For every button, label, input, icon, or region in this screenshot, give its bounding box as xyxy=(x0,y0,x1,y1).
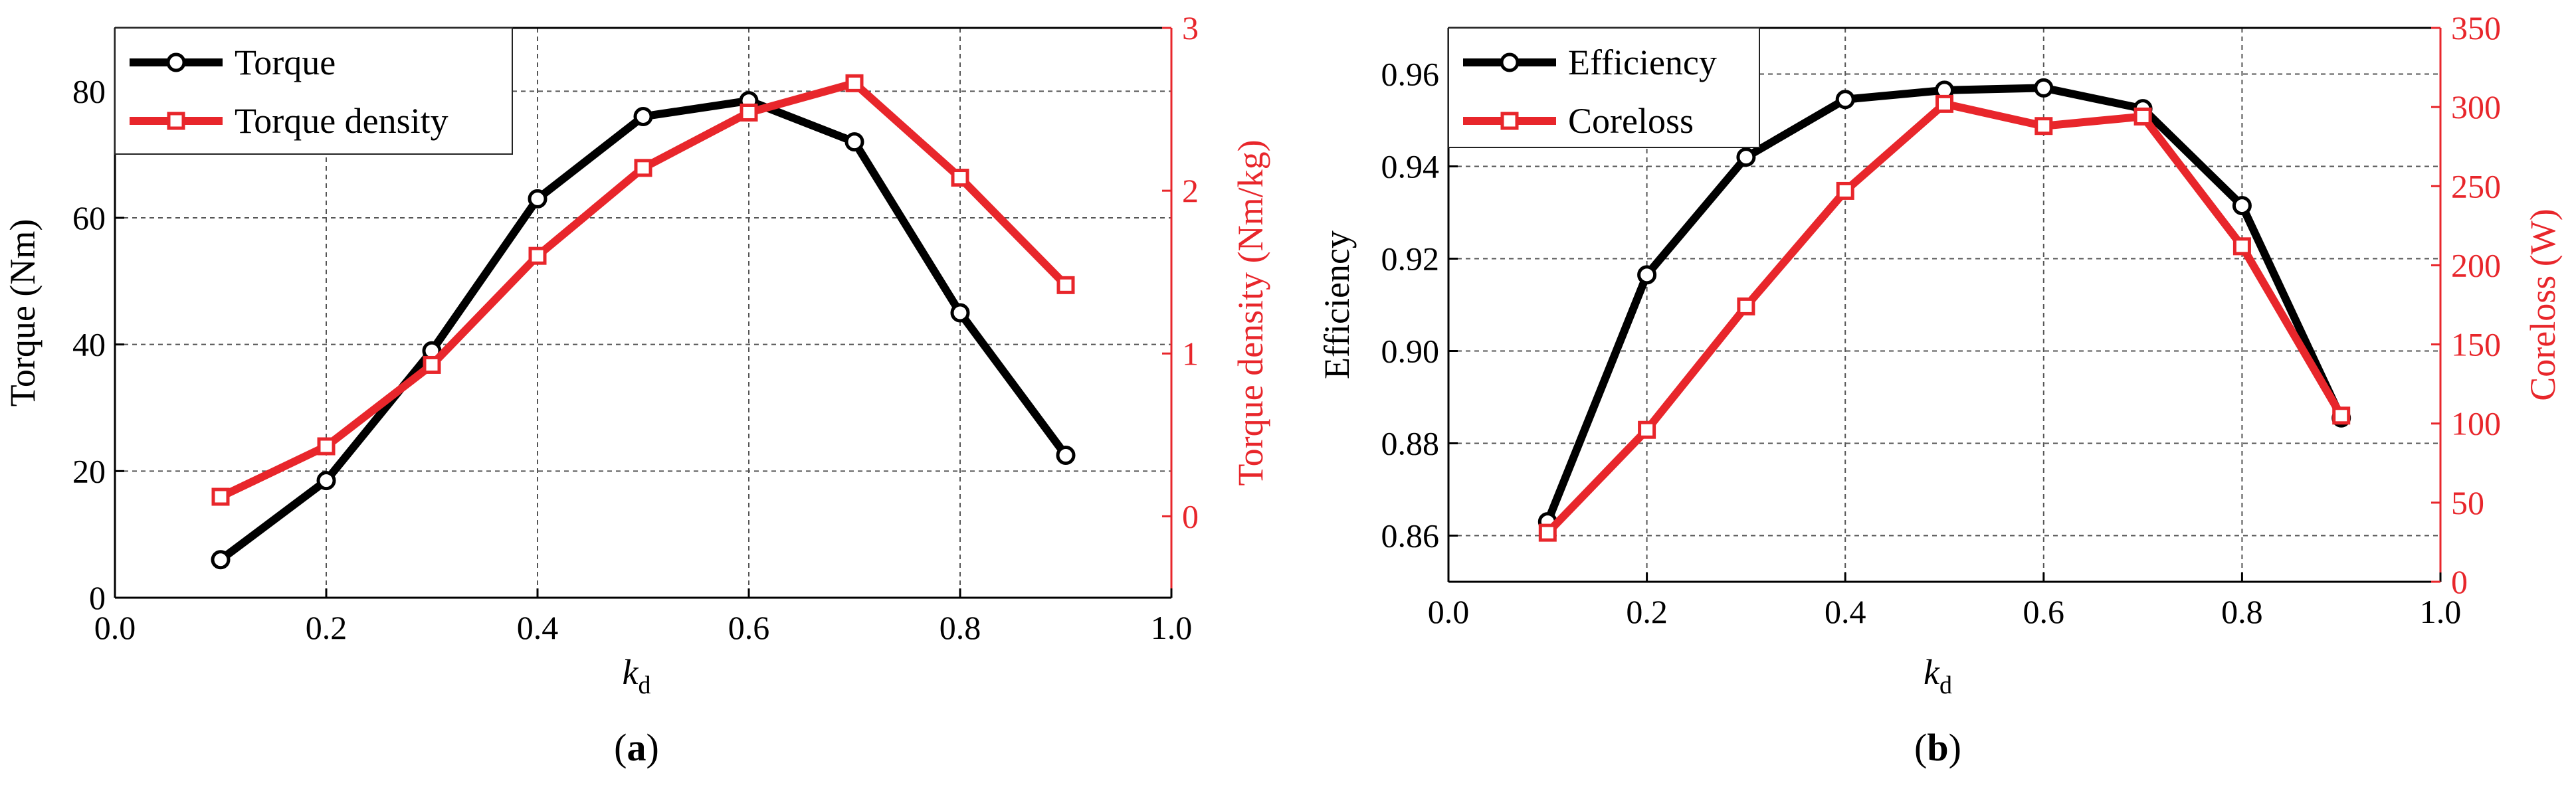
data-point xyxy=(1736,147,1756,167)
caption-letter: b xyxy=(1927,726,1948,769)
left-y-tick-label: 0.90 xyxy=(1381,333,1440,370)
legend-label: Torque density xyxy=(235,101,448,141)
left-axis-title: Efficiency xyxy=(1317,230,1357,379)
right-y-tick-label: 200 xyxy=(2451,246,2501,284)
x-tick-label: 0.6 xyxy=(728,609,770,646)
left-y-tick-label: 60 xyxy=(72,199,106,236)
caption-paren: ( xyxy=(614,726,627,769)
legend-swatch-marker xyxy=(1500,52,1520,72)
caption-paren: ) xyxy=(646,726,659,769)
data-point xyxy=(2034,117,2053,135)
right-y-tick-label: 250 xyxy=(2451,167,2501,205)
right-axis-title: Torque density (Nm/kg) xyxy=(1231,139,1270,485)
right-y-tick-label: 3 xyxy=(1182,9,1199,46)
x-tick-label: 0.4 xyxy=(1825,593,1866,630)
x-tick-label: 0.6 xyxy=(2023,593,2065,630)
data-point xyxy=(951,169,969,187)
right-y-tick-label: 0 xyxy=(1182,497,1199,535)
data-point xyxy=(2332,406,2351,425)
data-point xyxy=(634,159,652,177)
data-point xyxy=(1538,523,1557,542)
x-tick-label: 0.0 xyxy=(94,609,136,646)
legend-label: Torque xyxy=(235,43,336,82)
left-y-tick-label: 0.86 xyxy=(1381,517,1440,555)
legend-box xyxy=(1448,27,1760,148)
right-y-tick-label: 1 xyxy=(1182,335,1199,372)
data-point xyxy=(1836,181,1854,200)
data-point xyxy=(1056,276,1075,294)
legend-label: Coreloss xyxy=(1568,101,1694,141)
data-point xyxy=(528,189,547,209)
x-tick-label: 0.2 xyxy=(1626,593,1668,630)
left-y-tick-label: 40 xyxy=(72,326,106,363)
data-point xyxy=(1737,297,1755,315)
legend-swatch-marker xyxy=(167,112,185,130)
right-y-tick-label: 150 xyxy=(2451,326,2501,363)
x-tick-label: 0.8 xyxy=(940,609,981,646)
left-y-tick-label: 0.94 xyxy=(1381,148,1440,185)
series-line-coreloss xyxy=(1544,100,2345,536)
data-point xyxy=(2232,196,2252,216)
x-axis-title-subscript: d xyxy=(1939,671,1952,699)
caption-paren: ( xyxy=(1914,726,1927,769)
left-axis-title: Torque (Nm) xyxy=(3,219,43,407)
x-tick-label: 0.0 xyxy=(1428,593,1470,630)
chart-panel-a: 0.0 0.2 0.4 0.6 0.8 1.0 0 20 40 60 80 0 1 2 3 Torque (N… xyxy=(3,9,1270,769)
x-tick-label: 0.4 xyxy=(517,609,559,646)
data-point xyxy=(2034,78,2054,98)
x-axis-title-symbol: k xyxy=(1924,652,1940,692)
right-y-tick-label: 50 xyxy=(2451,484,2484,521)
left-y-tick-label: 0.88 xyxy=(1381,425,1440,462)
data-point xyxy=(211,550,231,570)
x-tick-label: 0.8 xyxy=(2221,593,2263,630)
data-point xyxy=(1638,420,1656,439)
right-y-tick-label: 100 xyxy=(2451,405,2501,442)
caption-letter: a xyxy=(627,726,646,769)
x-axis-title-symbol: k xyxy=(623,652,639,692)
data-point xyxy=(950,303,970,323)
right-y-tick-label: 300 xyxy=(2451,88,2501,126)
right-axis-title: Coreloss (W) xyxy=(2523,209,2563,400)
data-point xyxy=(317,437,336,456)
chart-panel-b: 0.0 0.2 0.4 0.6 0.8 1.0 0.86 0.88 0.90 0.92 0.94 0.… xyxy=(1317,9,2563,769)
data-point xyxy=(528,246,547,265)
data-point xyxy=(1056,446,1076,465)
x-axis-title: kd xyxy=(623,652,651,699)
right-y-tick-label: 0 xyxy=(2451,563,2468,600)
data-point xyxy=(211,487,230,506)
right-y-tick-label: 2 xyxy=(1182,172,1199,209)
data-point xyxy=(2232,237,2251,256)
series-line-efficiency xyxy=(1543,84,2345,523)
x-tick-label: 1.0 xyxy=(2420,593,2462,630)
data-point xyxy=(423,355,441,374)
x-axis-title-subscript: d xyxy=(638,671,650,699)
data-point xyxy=(1835,90,1855,110)
x-axis-title: kd xyxy=(1924,652,1952,699)
data-point xyxy=(633,106,653,126)
right-y-tick-label: 350 xyxy=(2451,9,2501,46)
panel-caption: (b) xyxy=(1914,726,1961,769)
data-point xyxy=(316,471,336,491)
data-point xyxy=(740,103,758,122)
data-point xyxy=(1637,265,1657,285)
data-point xyxy=(1935,94,1953,113)
x-tick-label: 0.2 xyxy=(306,609,347,646)
data-point xyxy=(2133,107,2152,126)
data-point xyxy=(844,132,864,152)
data-point xyxy=(845,74,864,92)
legend-swatch-marker xyxy=(1500,112,1519,130)
left-y-tick-label: 20 xyxy=(72,452,106,489)
left-y-tick-label: 80 xyxy=(72,72,106,110)
caption-paren: ) xyxy=(1949,726,1961,769)
legend-label: Efficiency xyxy=(1568,43,1717,82)
left-y-tick-label: 0 xyxy=(89,579,106,616)
panel-caption: (a) xyxy=(614,726,659,769)
legend-swatch-marker xyxy=(166,52,186,72)
legend-box xyxy=(114,27,513,155)
x-tick-label: 1.0 xyxy=(1151,609,1193,646)
left-y-tick-label: 0.96 xyxy=(1381,56,1440,93)
left-y-tick-label: 0.92 xyxy=(1381,240,1440,278)
